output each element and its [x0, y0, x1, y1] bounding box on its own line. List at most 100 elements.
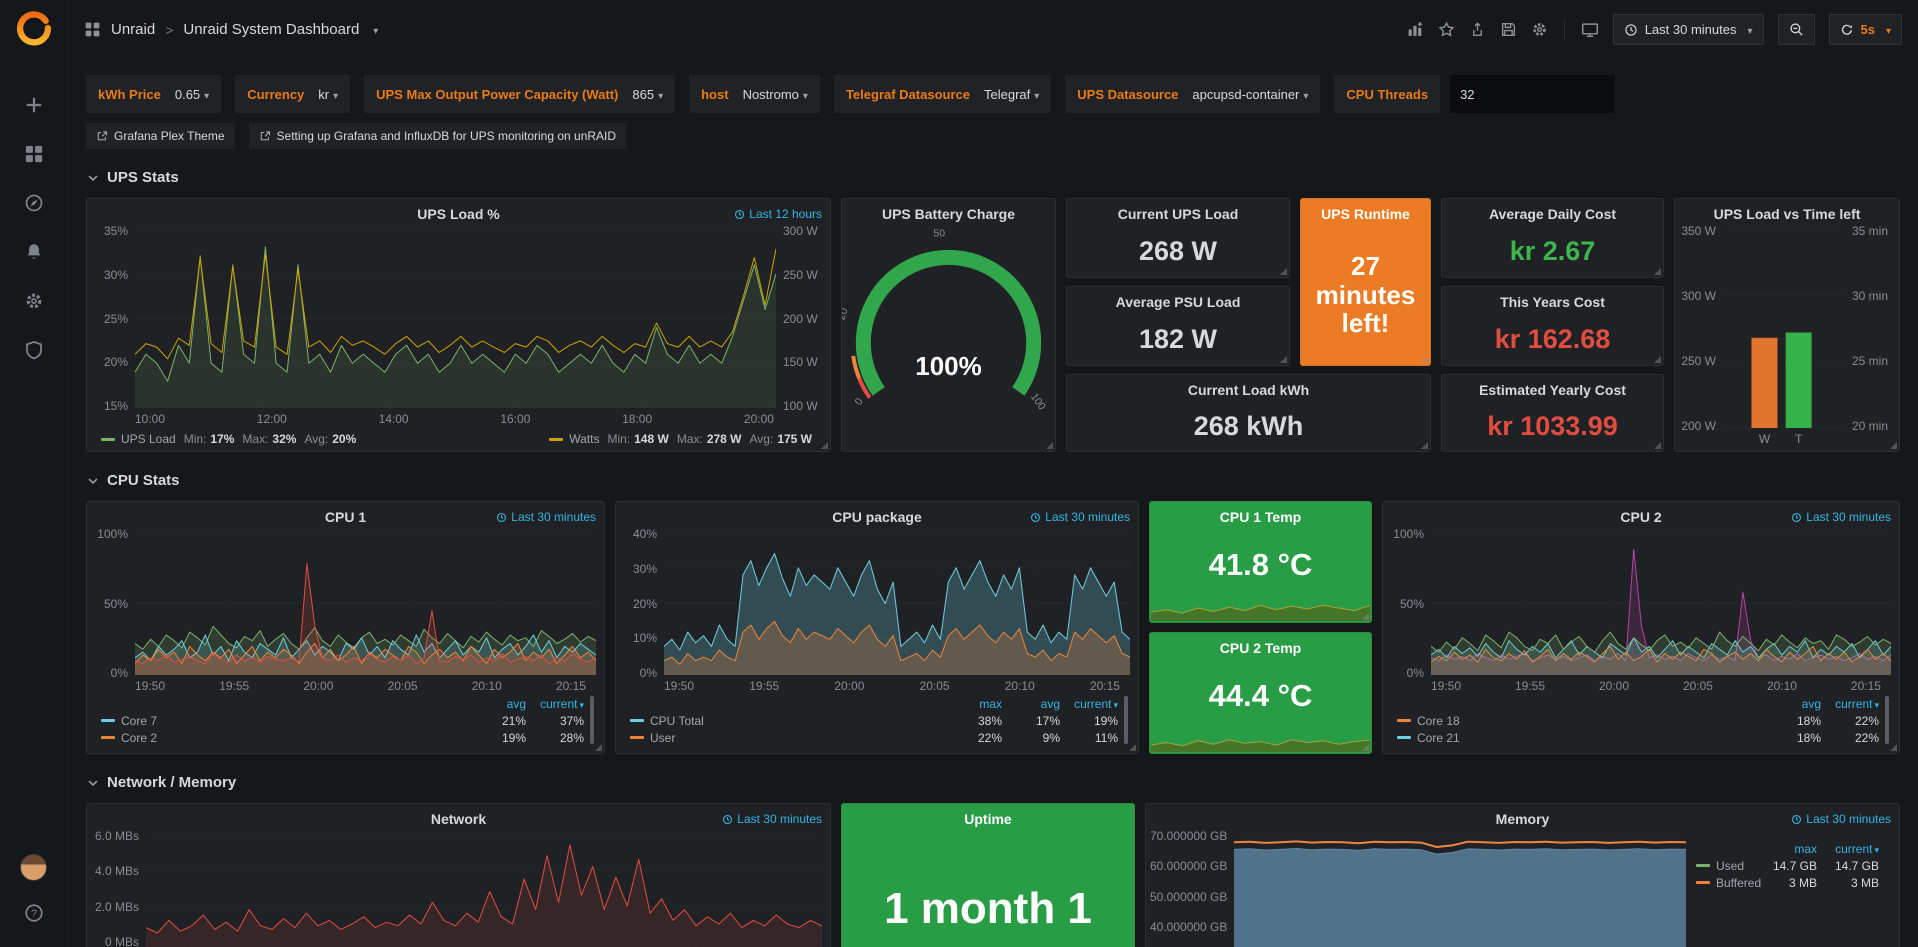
legend-series-name[interactable]: Core 2: [121, 731, 157, 745]
legend-series-name[interactable]: Core 21: [1417, 731, 1460, 745]
zoom-out-button[interactable]: [1778, 14, 1815, 45]
legend-sort-header[interactable]: current: [1817, 842, 1879, 856]
panel-timerange[interactable]: Last 30 minutes: [1791, 812, 1891, 826]
chart-canvas-ups-bar[interactable]: 350 W300 W250 W200 WWT35 min30 min25 min…: [1675, 225, 1899, 451]
variable-value[interactable]: kr: [318, 87, 338, 102]
chart-canvas-network[interactable]: 6.0 MBs4.0 MBs2.0 MBs0 MBs-2.0 MBs-4.0 M…: [87, 830, 830, 947]
panel-title[interactable]: UPS Battery Charge: [882, 206, 1015, 222]
legend-scrollbar[interactable]: [1124, 696, 1128, 744]
configuration-gear-icon[interactable]: [24, 291, 44, 311]
legend-sort-header[interactable]: avg: [1002, 697, 1060, 711]
legend-sort-header[interactable]: current: [1060, 697, 1118, 711]
panel-timerange[interactable]: Last 30 minutes: [496, 510, 596, 524]
legend-scrollbar[interactable]: [1885, 696, 1889, 744]
legend-sort-header[interactable]: avg: [1763, 697, 1821, 711]
panel-title[interactable]: Estimated Yearly Cost: [1479, 382, 1626, 398]
settings-gear-icon[interactable]: [1531, 21, 1548, 38]
cpu-threads-input[interactable]: [1450, 75, 1615, 113]
chart-canvas-cpu2[interactable]: 100%50%0%19:5019:5520:0020:0520:1020:15a…: [1383, 528, 1899, 753]
dashboards-icon[interactable]: [24, 144, 44, 164]
user-avatar[interactable]: [20, 854, 47, 881]
panel-title[interactable]: Current Load kWh: [1188, 382, 1309, 398]
legend-series-name[interactable]: Core 7: [121, 714, 157, 728]
dashboard-title[interactable]: Unraid System Dashboard: [183, 21, 359, 38]
legend-sort-header[interactable]: avg: [468, 697, 526, 711]
apps-grid-icon[interactable]: [84, 21, 101, 38]
save-icon[interactable]: [1500, 21, 1517, 38]
variable-ups-max-output[interactable]: UPS Max Output Power Capacity (Watt)865: [364, 75, 675, 113]
grafana-logo-icon[interactable]: [16, 10, 52, 49]
chart-plot-area[interactable]: [1431, 532, 1891, 675]
dashboard-link-grafana-plex-theme[interactable]: Grafana Plex Theme: [86, 123, 235, 149]
chart-plot-area[interactable]: WT: [1723, 229, 1845, 446]
legend-series-name[interactable]: Core 18: [1417, 714, 1460, 728]
legend-series-name[interactable]: User: [650, 731, 675, 745]
legend-series-name[interactable]: CPU Total: [650, 714, 704, 728]
cycle-view-monitor-icon[interactable]: [1581, 21, 1599, 39]
explore-compass-icon[interactable]: [24, 193, 44, 213]
row-header-network-memory[interactable]: Network / Memory: [86, 774, 1900, 791]
breadcrumb-folder[interactable]: Unraid: [111, 21, 155, 38]
help-icon[interactable]: ?: [24, 903, 44, 923]
panel-timerange[interactable]: Last 12 hours: [734, 207, 822, 221]
variable-ups-datasource[interactable]: UPS Datasourceapcupsd-container: [1065, 75, 1320, 113]
variable-kwh-price[interactable]: kWh Price0.65: [86, 75, 221, 113]
chart-plot-area[interactable]: [135, 229, 776, 408]
panel-title[interactable]: CPU 1 Temp: [1220, 509, 1301, 525]
chart-plot-area[interactable]: [146, 834, 822, 947]
gauge-ups-battery[interactable]: 02050100100%: [842, 225, 1055, 451]
create-icon[interactable]: [24, 95, 44, 115]
panel-title[interactable]: Average Daily Cost: [1489, 206, 1616, 222]
variable-currency[interactable]: Currencykr: [235, 75, 350, 113]
panel-timerange[interactable]: Last 30 minutes: [1030, 510, 1130, 524]
alerting-bell-icon[interactable]: [24, 242, 44, 262]
legend-sort-header[interactable]: max: [1755, 842, 1817, 856]
panel-title[interactable]: This Years Cost: [1500, 294, 1605, 310]
panel-title[interactable]: CPU 2: [1620, 509, 1661, 525]
time-range-picker[interactable]: Last 30 minutes: [1613, 14, 1764, 45]
chart-plot-area[interactable]: [664, 532, 1130, 675]
panel-timerange[interactable]: Last 30 minutes: [1791, 510, 1891, 524]
panel-timerange[interactable]: Last 30 minutes: [722, 812, 822, 826]
star-icon[interactable]: [1438, 21, 1455, 38]
variable-value[interactable]: 0.65: [175, 87, 209, 102]
add-panel-icon[interactable]: [1407, 21, 1424, 38]
legend-sort-header[interactable]: current: [526, 697, 584, 711]
panel-title[interactable]: Current UPS Load: [1118, 206, 1239, 222]
legend-series-name[interactable]: UPS Load: [121, 432, 176, 446]
variable-host[interactable]: hostNostromo: [689, 75, 820, 113]
panel-title[interactable]: UPS Runtime: [1321, 206, 1410, 222]
panel-title[interactable]: Network: [431, 811, 486, 827]
variable-value[interactable]: 865: [632, 87, 663, 102]
panel-title[interactable]: CPU 1: [325, 509, 366, 525]
panel-title[interactable]: Memory: [1496, 811, 1550, 827]
legend-sort-header[interactable]: current: [1821, 697, 1879, 711]
chart-canvas-cpu1[interactable]: 100%50%0%19:5019:5520:0020:0520:1020:15a…: [87, 528, 604, 753]
share-icon[interactable]: [1469, 21, 1486, 38]
legend-series-name[interactable]: Used: [1716, 859, 1744, 873]
variable-value[interactable]: Telegraf: [984, 87, 1039, 102]
chart-canvas-cpu-package[interactable]: 40%30%20%10%0%19:5019:5520:0020:0520:102…: [616, 528, 1138, 753]
panel-title[interactable]: Uptime: [964, 811, 1011, 827]
chart-canvas-ups-load[interactable]: 35%30%25%20%15%300 W250 W200 W150 W100 W…: [87, 225, 830, 451]
row-header-cpu-stats[interactable]: CPU Stats: [86, 472, 1900, 489]
panel-title[interactable]: CPU 2 Temp: [1220, 640, 1301, 656]
panel-title[interactable]: CPU package: [832, 509, 921, 525]
legend-scrollbar[interactable]: [590, 696, 594, 744]
variable-value[interactable]: Nostromo: [743, 87, 808, 102]
server-admin-shield-icon[interactable]: [24, 340, 44, 360]
dashboard-title-caret[interactable]: [369, 22, 378, 37]
chart-canvas-memory[interactable]: 70.000000 GB60.000000 GB50.000000 GB40.0…: [1146, 830, 1899, 947]
row-header-ups-stats[interactable]: UPS Stats: [86, 169, 1900, 186]
variable-value[interactable]: apcupsd-container: [1192, 87, 1308, 102]
panel-title[interactable]: UPS Load %: [417, 206, 499, 222]
legend-sort-header[interactable]: max: [944, 697, 1002, 711]
legend-series-name[interactable]: Watts: [569, 432, 599, 446]
refresh-button[interactable]: 5s: [1829, 14, 1903, 45]
panel-title[interactable]: Average PSU Load: [1116, 294, 1241, 310]
panel-title[interactable]: UPS Load vs Time left: [1714, 206, 1861, 222]
variable-telegraf-datasource[interactable]: Telegraf DatasourceTelegraf: [834, 75, 1051, 113]
dashboard-link-ups-monitoring-guide[interactable]: Setting up Grafana and InfluxDB for UPS …: [249, 123, 627, 149]
chart-plot-area[interactable]: [1234, 834, 1686, 947]
chart-plot-area[interactable]: [135, 532, 596, 675]
